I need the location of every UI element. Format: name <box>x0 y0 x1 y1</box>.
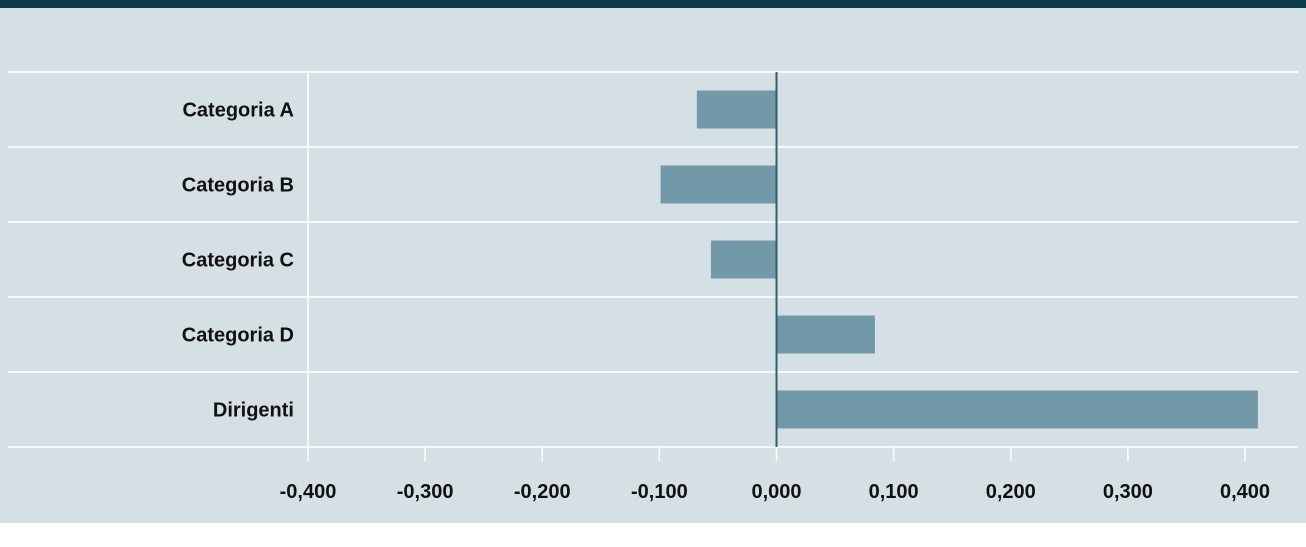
x-tick-label: -0,100 <box>631 481 688 503</box>
bar <box>660 165 777 204</box>
tick-labels: -0,400 -0,300 -0,200 -0,100 0,000 0,100 0,200 0… <box>280 481 1270 503</box>
category-label: Categoria D <box>182 325 294 347</box>
bar <box>776 315 875 354</box>
bar <box>710 240 777 279</box>
category-label: Categoria A <box>182 100 294 122</box>
bar <box>696 90 777 129</box>
x-tick-label: 0,200 <box>986 481 1036 503</box>
axes <box>307 72 1246 461</box>
x-tick-label: 0,300 <box>1103 481 1153 503</box>
x-tick-label: -0,300 <box>397 481 454 503</box>
category-label: Dirigenti <box>213 400 294 422</box>
x-tick-label: 0,400 <box>1220 481 1270 503</box>
header-bar <box>0 0 1306 8</box>
category-labels: Categoria A Categoria B Categoria C Categor… <box>182 100 294 422</box>
bar <box>776 390 1258 429</box>
bars <box>660 90 1258 429</box>
category-label: Categoria B <box>182 175 294 197</box>
category-label: Categoria C <box>182 250 294 272</box>
x-tick-label: 0,100 <box>869 481 919 503</box>
x-tick-label: -0,200 <box>514 481 571 503</box>
x-tick-label: 0,000 <box>751 481 801 503</box>
chart-panel <box>0 0 1306 523</box>
gridlines <box>8 71 1298 448</box>
x-tick-label: -0,400 <box>280 481 337 503</box>
